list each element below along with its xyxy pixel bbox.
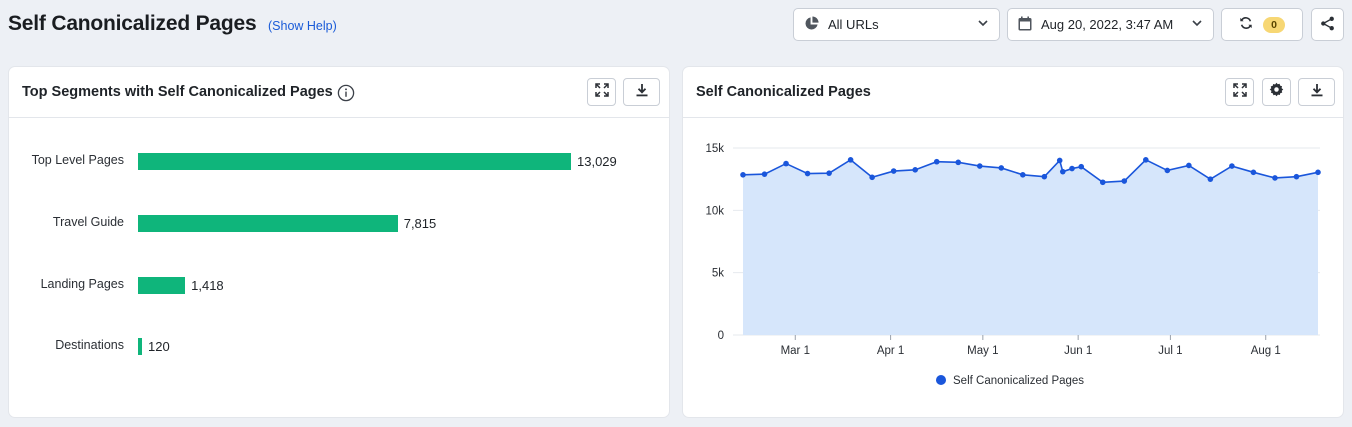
y-tick-label: 0 — [718, 330, 724, 342]
data-point — [1056, 157, 1063, 164]
x-tick-label: Aug 1 — [1251, 345, 1281, 357]
data-point — [1207, 176, 1214, 182]
data-point — [912, 167, 918, 173]
date-picker[interactable]: Aug 20, 2022, 3:47 AM — [1007, 8, 1214, 41]
share-button[interactable] — [1311, 8, 1344, 41]
bar[interactable] — [138, 338, 142, 356]
bar-label: Top Level Pages — [31, 153, 124, 167]
expand-button[interactable] — [587, 78, 616, 106]
data-point — [955, 159, 962, 166]
expand-button[interactable] — [1225, 78, 1254, 106]
data-point — [1069, 165, 1075, 172]
data-point — [826, 170, 832, 176]
bar-value-label: 120 — [147, 339, 170, 355]
bar-value-label: 13,029 — [577, 154, 617, 169]
x-tick-label: Jul 1 — [1158, 345, 1182, 357]
y-tick-label: 10k — [705, 205, 724, 217]
bar-value-label: 7,815 — [403, 215, 437, 231]
data-point — [1229, 163, 1235, 169]
data-point — [761, 171, 768, 177]
refresh-count-badge: 0 — [1263, 16, 1285, 33]
data-point — [1143, 157, 1149, 163]
data-point — [998, 165, 1005, 171]
data-point — [933, 158, 940, 165]
data-point — [1020, 172, 1026, 178]
bar[interactable] — [138, 153, 571, 170]
settings-button[interactable] — [1262, 78, 1291, 106]
show-help-link[interactable]: (Show Help) — [268, 19, 337, 33]
data-point — [740, 172, 746, 178]
data-point — [804, 170, 811, 177]
url-filter-dropdown[interactable]: All URLs — [793, 8, 1000, 41]
card-title: Top Segments with Self Canonicalized Pag… — [22, 84, 333, 100]
data-point — [869, 174, 875, 181]
card-header: Top Segments with Self Canonicalized Pag… — [9, 67, 669, 118]
x-tick-label: Jun 1 — [1064, 345, 1092, 357]
x-tick-label: May 1 — [967, 345, 998, 357]
legend-label: Self Canonicalized Pages — [953, 375, 1084, 387]
download-icon — [635, 83, 649, 102]
data-point — [1186, 162, 1192, 169]
area-chart: 0 5k 10k 15k Mar 1 Apr 1 May 1 Jun 1 Jul 1 Aug 1 S… — [705, 143, 1321, 387]
bar[interactable] — [138, 214, 398, 232]
data-point — [1041, 173, 1048, 180]
y-tick-label: 5k — [712, 268, 724, 280]
bar-label: Destinations — [55, 338, 124, 353]
pie-chart-icon — [804, 15, 819, 34]
download-icon — [1310, 83, 1324, 102]
date-label: Aug 20, 2022, 3:47 AM — [1041, 17, 1174, 32]
x-tick-label: Mar 1 — [781, 345, 810, 357]
card-title: Self Canonicalized Pages — [696, 84, 871, 100]
series-area — [743, 159, 1318, 335]
data-point — [1121, 178, 1128, 184]
page-title: Self Canonicalized Pages — [8, 12, 257, 35]
bar[interactable] — [138, 276, 186, 294]
info-icon[interactable] — [337, 84, 355, 107]
chevron-down-icon — [977, 17, 989, 32]
gear-icon — [1269, 82, 1284, 102]
data-point — [1164, 167, 1171, 174]
calendar-icon — [1018, 16, 1032, 34]
legend-marker — [936, 375, 946, 385]
refresh-icon — [1239, 16, 1253, 33]
data-point — [1250, 169, 1257, 176]
download-button[interactable] — [623, 78, 660, 106]
download-button[interactable] — [1298, 78, 1335, 106]
card-header: Self Canonicalized Pages — [683, 67, 1343, 118]
self-canonicalized-card: Self Canonicalized Pages 0 5k 10k 15k Mar 1 A… — [683, 67, 1343, 417]
url-filter-label: All URLs — [828, 17, 879, 32]
expand-icon — [594, 82, 609, 102]
data-point — [1059, 168, 1066, 175]
data-point — [1272, 175, 1278, 181]
refresh-button[interactable]: 0 — [1221, 8, 1303, 41]
data-point — [1078, 163, 1085, 170]
share-icon — [1320, 16, 1335, 34]
bar-label: Travel Guide — [52, 214, 124, 229]
data-point — [976, 163, 983, 169]
chevron-down-icon — [1191, 17, 1203, 32]
data-point — [890, 168, 897, 174]
bar-label: Landing Pages — [40, 276, 124, 291]
y-tick-label: 15k — [705, 143, 724, 155]
data-point — [1315, 169, 1321, 176]
data-point — [847, 157, 854, 163]
top-segments-card: Top Segments with Self Canonicalized Pag… — [9, 67, 669, 417]
data-point — [1293, 173, 1300, 180]
x-tick-label: Apr 1 — [877, 345, 905, 357]
bar-value-label: 1,418 — [191, 277, 224, 293]
series-line — [742, 158, 1319, 184]
data-point — [1099, 179, 1106, 186]
data-point — [783, 160, 789, 167]
expand-icon — [1232, 82, 1247, 102]
